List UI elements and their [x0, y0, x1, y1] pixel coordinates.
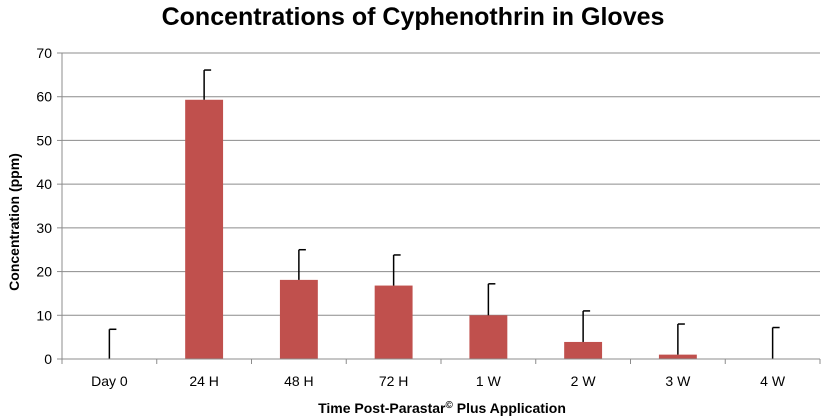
bar-1-w — [469, 315, 508, 359]
chart-title: Concentrations of Cyphenothrin in Gloves — [162, 3, 665, 31]
gridlines — [62, 52, 820, 316]
x-tick-label: 72 H — [379, 373, 409, 389]
bar-72-h — [374, 285, 413, 359]
bar-48-h — [279, 279, 318, 359]
y-tick-label: 50 — [36, 132, 52, 148]
bar-2-w — [564, 341, 603, 359]
x-tick-label: 3 W — [665, 373, 691, 389]
bar-3-w — [658, 354, 697, 359]
error-bars — [108, 69, 780, 359]
x-tick-labels: Day 0 24 H 48 H 72 H 1 W 2 W 3 W 4 W — [61, 359, 821, 389]
x-tick-label: 1 W — [476, 373, 502, 389]
y-tick-labels: 0 10 20 30 40 50 60 70 — [36, 45, 62, 367]
x-axis-title: Time Post-Parastar© Plus Application — [318, 400, 566, 417]
x-tick-label: Day 0 — [91, 373, 128, 389]
x-tick-label: 2 W — [571, 373, 597, 389]
x-axis-title-main: Time Post-Parastar — [318, 400, 446, 416]
x-tick-label: 24 H — [189, 373, 219, 389]
x-axis-title-suffix: Plus Application — [453, 400, 566, 416]
y-axis-title: Concentration (ppm) — [6, 153, 22, 291]
y-tick-label: 20 — [36, 264, 52, 280]
y-tick-label: 30 — [36, 220, 52, 236]
y-tick-label: 60 — [36, 89, 52, 105]
y-tick-label: 0 — [44, 351, 52, 367]
bar-24-h — [185, 99, 224, 359]
y-tick-label: 70 — [36, 45, 52, 61]
x-tick-label: 4 W — [760, 373, 786, 389]
bars — [185, 99, 697, 359]
y-tick-label: 10 — [36, 307, 52, 323]
y-tick-label: 40 — [36, 176, 52, 192]
x-tick-label: 48 H — [284, 373, 314, 389]
x-axis-title-superscript: © — [445, 400, 453, 411]
